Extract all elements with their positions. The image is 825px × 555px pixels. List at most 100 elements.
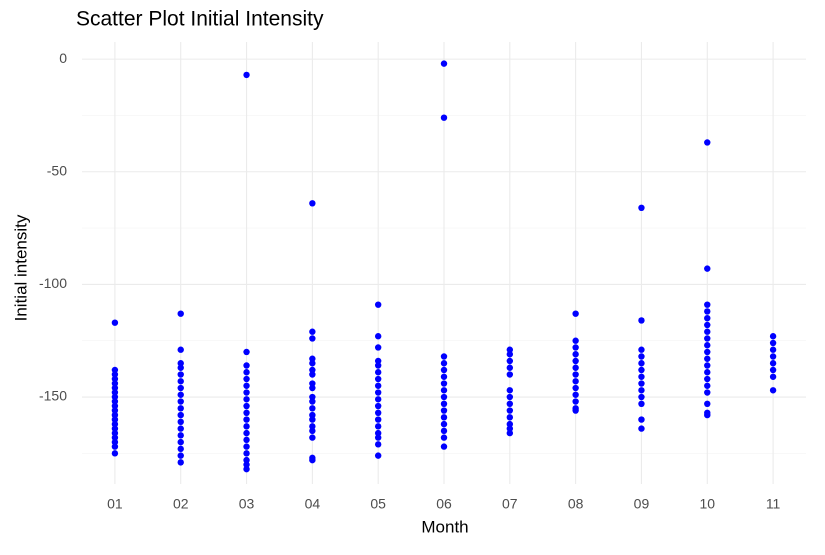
point [769,333,777,340]
point [572,364,579,371]
x-tick-label: 03 [239,496,255,512]
point [177,310,184,317]
point [638,416,645,423]
point [440,114,448,121]
point [506,357,514,365]
point [243,396,250,403]
y-tick-label: -100 [39,275,67,291]
point [309,366,316,374]
x-tick-label: 09 [634,496,650,512]
point [243,436,250,444]
point [572,407,579,414]
point [374,369,382,376]
point [374,396,382,403]
point [704,328,711,335]
point [374,441,382,448]
point [704,411,711,419]
point [374,362,382,369]
point [704,301,711,308]
point [704,369,711,376]
point [704,139,711,146]
point [177,391,184,398]
point [769,346,777,353]
point [704,389,711,396]
point [111,438,119,446]
point [111,366,119,374]
point [638,366,645,374]
point [638,380,645,387]
point [309,423,316,430]
point [374,389,382,396]
point [506,400,514,408]
point [309,371,316,378]
point [177,425,184,432]
point [309,411,316,419]
point [704,321,711,329]
point [111,416,119,423]
point [440,387,448,394]
point [111,371,119,378]
point [177,411,184,419]
point [440,414,448,421]
point [309,393,316,401]
point [243,369,250,376]
point [440,400,448,408]
point [309,456,316,464]
x-tick-label: 07 [502,496,518,512]
point [769,373,777,380]
point [704,348,711,356]
point [374,357,382,365]
x-tick-label: 01 [107,496,123,512]
point [243,348,250,356]
point [111,375,119,383]
point [111,443,119,450]
point [506,351,514,358]
point [177,445,184,453]
point [374,301,382,308]
point [243,382,250,389]
point [177,405,184,412]
point [309,416,316,423]
point [704,362,711,369]
point [111,429,119,437]
point [440,60,448,67]
point [704,342,711,349]
point [309,355,316,362]
point [704,308,711,315]
point [638,204,645,212]
x-tick-label: 04 [305,496,321,512]
point [243,402,250,410]
point [243,429,250,437]
point [177,459,184,466]
point [243,375,250,383]
y-tick-label: -50 [47,162,67,178]
point [440,366,448,374]
point [704,382,711,389]
point [243,456,250,464]
point [572,337,579,344]
point [111,425,119,432]
point [374,423,382,430]
point [506,346,514,353]
point [177,398,184,405]
point [506,387,514,394]
point [111,384,119,392]
point [111,420,119,428]
point [572,371,579,378]
point [572,398,579,405]
point [177,346,184,353]
y-tick-label: -150 [39,388,67,404]
point [440,393,448,401]
x-axis-label: Month [421,517,468,536]
point [309,200,316,207]
point [374,409,382,417]
point [638,317,645,324]
point [572,391,579,398]
point [243,423,250,430]
point [243,450,250,457]
point [572,384,579,392]
point [506,429,514,437]
point [572,357,579,365]
point [111,389,119,396]
